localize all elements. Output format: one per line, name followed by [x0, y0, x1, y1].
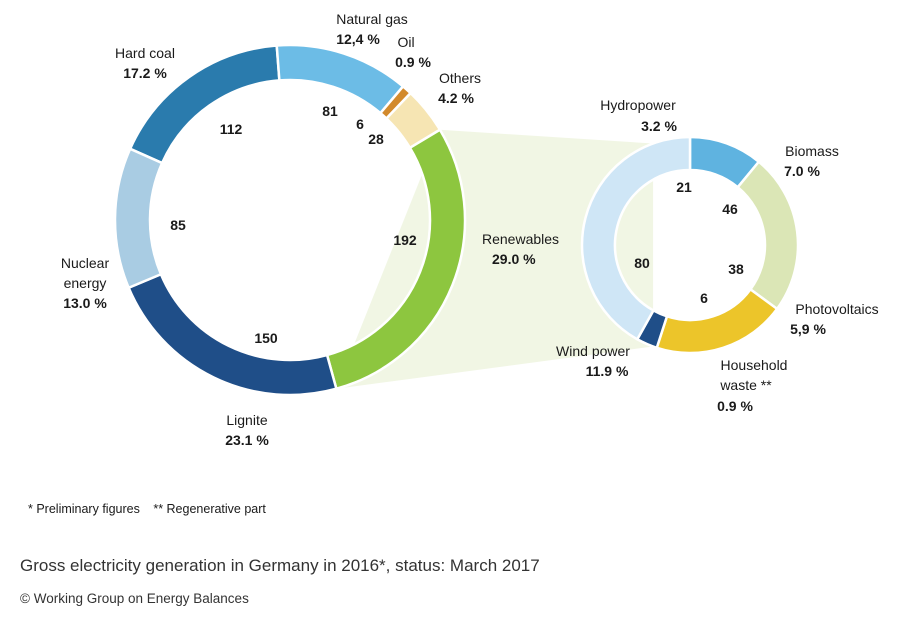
value-wind-power: 80 [634, 255, 650, 271]
label-natural-gas: Natural gas [336, 11, 408, 27]
label-biomass: Biomass [785, 143, 839, 159]
value-biomass: 46 [722, 201, 738, 217]
label-wind-power: Wind power [556, 343, 630, 359]
label-nuclear: Nuclear [61, 255, 110, 271]
value-hard-coal: 112 [220, 121, 243, 137]
pct-photovoltaics: 5,9 % [790, 321, 826, 337]
slice-lignite [127, 272, 338, 397]
slice-photovoltaics [655, 287, 779, 355]
pct-renewables: 29.0 % [492, 251, 536, 267]
renewables-donut [580, 135, 800, 355]
slice-hard-coal [128, 44, 281, 165]
value-renewables: 192 [393, 232, 417, 248]
pct-others: 4.2 % [438, 90, 474, 106]
footnote-regenerative: ** Regenerative part [153, 502, 266, 516]
slice-natural-gas [275, 43, 405, 115]
value-others: 28 [368, 131, 384, 147]
label-nuclear-line2: energy [64, 275, 107, 291]
slice-biomass [736, 160, 800, 311]
value-natural-gas: 81 [322, 103, 338, 119]
main-donut [113, 43, 467, 397]
pct-hydropower: 3.2 % [641, 118, 677, 134]
footnote-preliminary: * Preliminary figures [28, 502, 140, 516]
value-photovoltaics: 38 [728, 261, 744, 277]
pct-natural-gas: 12,4 % [336, 31, 380, 47]
label-oil: Oil [397, 34, 414, 50]
label-photovoltaics: Photovoltaics [795, 301, 878, 317]
pct-lignite: 23.1 % [225, 432, 269, 448]
label-lignite: Lignite [226, 412, 267, 428]
value-hydropower: 21 [676, 179, 692, 195]
label-hard-coal: Hard coal [115, 45, 175, 61]
pct-oil: 0.9 % [395, 54, 431, 70]
slice-wind-power [580, 135, 692, 341]
value-household-waste: 6 [700, 290, 708, 306]
pct-hard-coal: 17.2 % [123, 65, 167, 81]
pct-household-waste: 0.9 % [717, 398, 753, 414]
label-household-waste-line2: waste ** [719, 377, 772, 393]
label-hydropower: Hydropower [600, 97, 676, 113]
figure-credit: © Working Group on Energy Balances [20, 591, 249, 606]
value-nuclear: 85 [170, 217, 186, 233]
pct-nuclear: 13.0 % [63, 295, 107, 311]
label-renewables: Renewables [482, 231, 559, 247]
energy-mix-chart: 112 81 6 28 192 150 85 21 46 38 6 80 Har… [61, 11, 879, 448]
label-household-waste: Household [721, 357, 788, 373]
slice-nuclear-energy [113, 147, 164, 290]
label-others: Others [439, 70, 481, 86]
pct-biomass: 7.0 % [784, 163, 820, 179]
figure-caption: Gross electricity generation in Germany … [20, 556, 540, 575]
value-lignite: 150 [254, 330, 278, 346]
value-oil: 6 [356, 116, 364, 132]
footnotes: * Preliminary figures ** Regenerative pa… [28, 502, 276, 516]
pct-wind-power: 11.9 % [586, 363, 629, 379]
